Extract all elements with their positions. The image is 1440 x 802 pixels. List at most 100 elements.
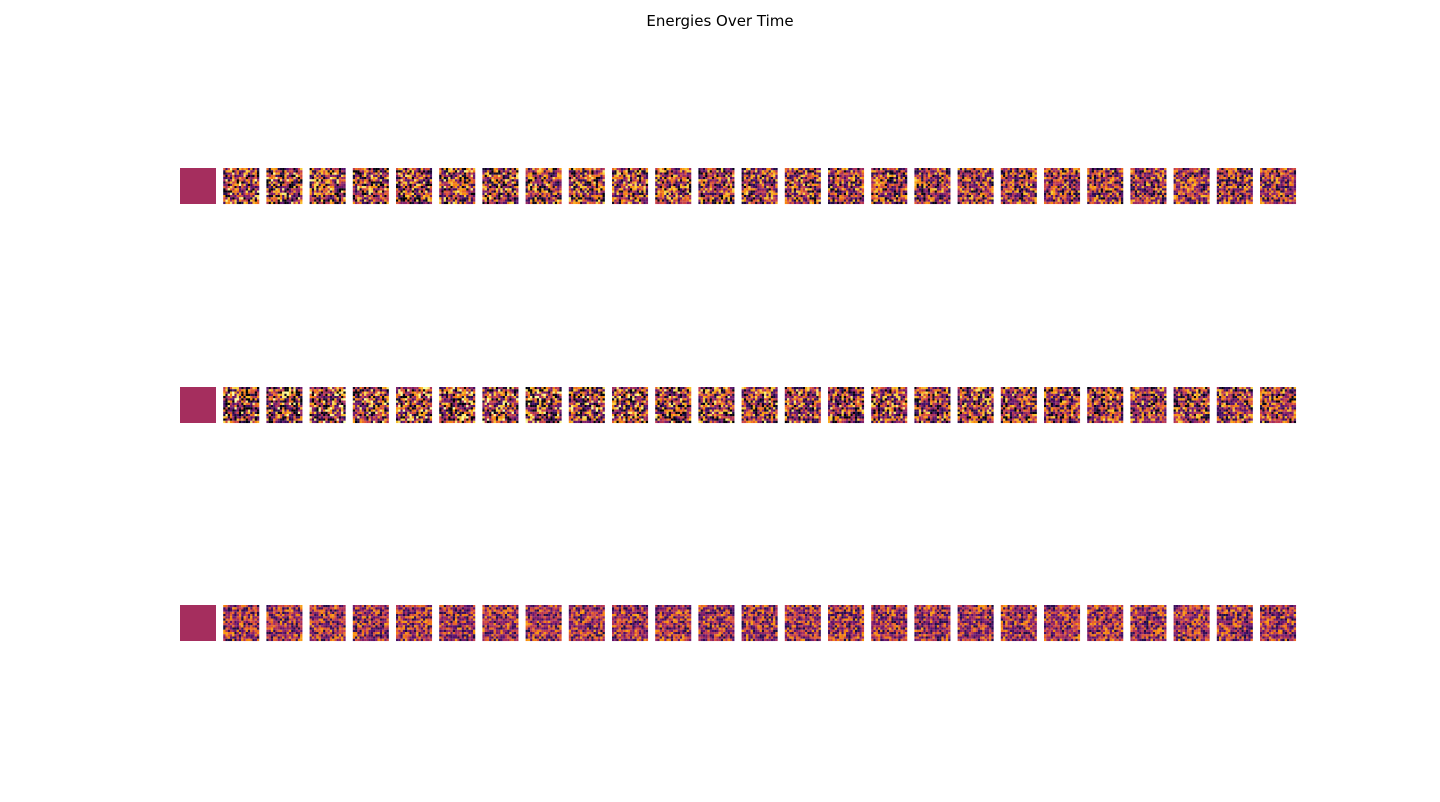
heatmap-cell bbox=[482, 181, 485, 184]
heatmap-cell bbox=[623, 201, 626, 205]
heatmap-cell bbox=[625, 201, 628, 205]
heatmap-cell bbox=[341, 183, 344, 187]
heatmap-cell bbox=[830, 197, 833, 200]
heatmap-cell bbox=[577, 183, 581, 187]
heatmap-cell bbox=[593, 201, 596, 205]
heatmap-cell bbox=[300, 192, 303, 196]
heatmap-cell bbox=[486, 192, 490, 196]
heatmap-cell bbox=[871, 197, 874, 200]
heatmap-cell bbox=[457, 177, 460, 180]
heatmap-cell bbox=[382, 190, 385, 193]
heatmap-cell bbox=[1000, 177, 1004, 180]
heatmap-cell bbox=[705, 190, 708, 193]
heatmap-cell bbox=[502, 183, 505, 187]
heatmap-cell bbox=[670, 186, 674, 189]
heatmap-cell bbox=[791, 177, 794, 180]
heatmap-cell bbox=[668, 170, 671, 173]
heatmap-cell bbox=[902, 201, 905, 205]
heatmap-cell bbox=[645, 201, 649, 205]
heatmap-cell bbox=[700, 199, 703, 202]
heatmap-cell bbox=[846, 174, 849, 178]
heatmap-cell bbox=[932, 190, 935, 193]
heatmap-cell bbox=[414, 186, 417, 189]
heatmap-cell bbox=[661, 172, 665, 175]
heatmap-cell bbox=[948, 186, 951, 189]
heatmap-cell bbox=[1018, 172, 1022, 175]
heatmap-cell bbox=[982, 201, 985, 205]
heatmap-cell bbox=[746, 174, 749, 178]
heatmap-cell bbox=[270, 199, 274, 202]
heatmap-cell bbox=[341, 170, 344, 173]
heatmap-cell bbox=[746, 197, 749, 200]
heatmap-cell bbox=[1003, 192, 1006, 196]
heatmap-cell bbox=[666, 172, 669, 175]
heatmap-cell bbox=[755, 181, 758, 184]
heatmap-cell bbox=[489, 190, 492, 193]
heatmap-cell bbox=[486, 174, 490, 178]
heatmap-cell bbox=[427, 192, 430, 196]
heatmap-cell bbox=[320, 181, 324, 184]
heatmap-cell bbox=[441, 179, 444, 182]
heatmap-cell bbox=[677, 186, 680, 189]
heatmap-cell bbox=[530, 195, 533, 198]
heatmap-cell bbox=[634, 190, 637, 193]
heatmap-cell bbox=[1021, 201, 1024, 205]
heatmap-cell bbox=[934, 199, 937, 202]
heatmap-cell bbox=[370, 168, 374, 171]
heatmap-cell bbox=[245, 190, 248, 193]
heatmap-cell bbox=[846, 181, 849, 184]
heatmap-cell bbox=[714, 174, 717, 178]
heatmap-cell bbox=[402, 195, 406, 198]
heatmap-cell bbox=[343, 170, 346, 173]
heatmap-cell bbox=[612, 199, 615, 202]
heatmap-cell bbox=[493, 197, 496, 200]
heatmap-cell bbox=[236, 190, 239, 193]
heatmap-cell bbox=[752, 177, 756, 180]
heatmap-cell bbox=[418, 181, 421, 184]
heatmap-cell bbox=[534, 181, 537, 184]
heatmap-cell bbox=[732, 201, 735, 205]
heatmap-cell bbox=[316, 177, 319, 180]
heatmap-cell bbox=[627, 195, 631, 198]
heatmap-cell bbox=[589, 201, 592, 205]
heatmap-cell bbox=[314, 168, 317, 171]
heatmap-cell bbox=[463, 181, 467, 184]
heatmap-cell bbox=[323, 197, 326, 200]
heatmap-cell bbox=[784, 195, 788, 198]
heatmap-cell bbox=[370, 190, 374, 193]
heatmap-cell bbox=[532, 188, 535, 191]
heatmap-cell bbox=[991, 195, 994, 198]
heatmap-cell bbox=[670, 183, 674, 187]
heatmap-cell bbox=[818, 168, 821, 171]
heatmap-cell bbox=[925, 199, 928, 202]
heatmap-cell bbox=[634, 168, 637, 171]
heatmap-cell bbox=[370, 170, 374, 173]
heatmap-cell bbox=[921, 195, 924, 198]
heatmap-cell bbox=[559, 197, 562, 200]
heatmap-cell bbox=[568, 197, 572, 200]
heatmap-cell bbox=[661, 170, 665, 173]
heatmap-cell bbox=[416, 168, 419, 171]
heatmap-cell bbox=[839, 188, 842, 191]
heatmap-cell bbox=[336, 181, 339, 184]
heatmap-cell bbox=[232, 168, 235, 171]
heatmap-cell bbox=[977, 188, 981, 191]
heatmap-cell bbox=[482, 172, 485, 175]
heatmap-cell bbox=[500, 197, 503, 200]
heatmap-cell bbox=[941, 190, 944, 193]
heatmap-cell bbox=[645, 192, 649, 196]
heatmap-cell bbox=[764, 172, 767, 175]
heatmap-cell bbox=[837, 181, 840, 184]
heatmap-cell bbox=[657, 201, 660, 205]
heatmap-cell bbox=[557, 181, 560, 184]
heatmap-cell bbox=[839, 195, 842, 198]
heatmap-cell bbox=[837, 183, 840, 187]
heatmap-cell bbox=[241, 170, 244, 173]
heatmap-cell bbox=[818, 170, 821, 173]
heatmap-cell bbox=[837, 190, 840, 193]
heatmap-cell bbox=[945, 186, 949, 189]
heatmap-cell bbox=[766, 172, 769, 175]
heatmap-cell bbox=[243, 183, 246, 187]
heatmap-cell bbox=[343, 190, 346, 193]
heatmap-cell bbox=[584, 174, 587, 178]
